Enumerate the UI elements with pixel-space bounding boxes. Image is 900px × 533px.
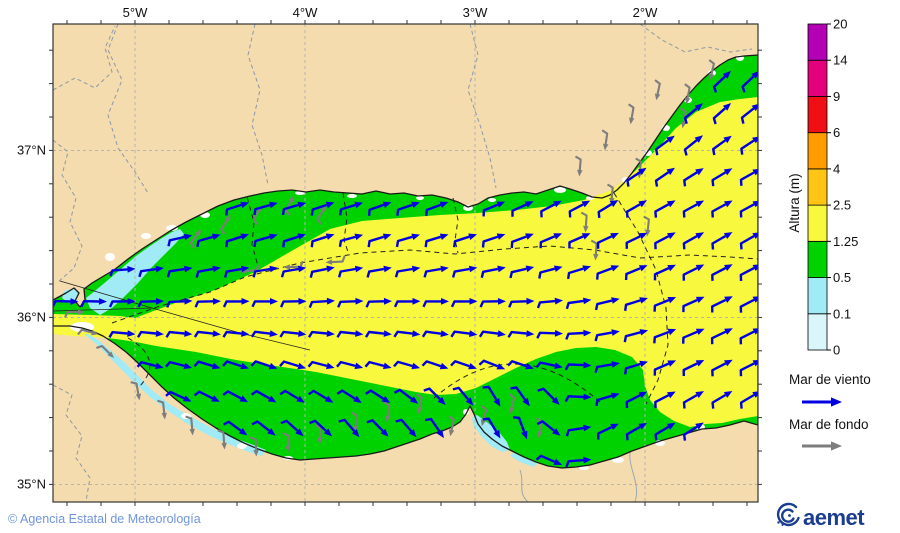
latitude-labels: 37°N 36°N 35°N xyxy=(17,143,46,492)
arrow-legend: Mar de viento Mar de fondo xyxy=(789,372,871,451)
copyright-text: © Agencia Estatal de Meteorología xyxy=(8,512,201,526)
colorbar-tick-label: 1.25 xyxy=(833,234,858,249)
colorbar-tick-label: 6 xyxy=(833,125,840,140)
graticule xyxy=(53,24,758,502)
lon-label: 2°W xyxy=(633,5,658,20)
colorbar-tick-label: 9 xyxy=(833,89,840,104)
colorbar-tick-label: 0 xyxy=(833,343,840,358)
coastline xyxy=(53,54,758,469)
lon-label: 3°W xyxy=(463,5,488,20)
colorbar-tick-label: 0.1 xyxy=(833,306,851,321)
swell-legend-label: Mar de fondo xyxy=(789,417,869,432)
colorbar-tick-label: 14 xyxy=(833,53,847,68)
aemet-logo-text: aemet xyxy=(803,505,865,530)
lat-label: 35°N xyxy=(17,477,46,492)
swell-legend-arrow xyxy=(802,441,842,451)
wind-legend-label: Mar de viento xyxy=(789,372,871,387)
wind-legend-arrow xyxy=(802,397,842,407)
aemet-logo-swirl xyxy=(776,502,800,527)
map-frame xyxy=(52,23,759,503)
colorbar-tick-label: 4 xyxy=(833,161,840,176)
colorbar: 0 0.1 0.5 1.25 2.5 4 6 9 14 20 xyxy=(807,17,858,358)
wind-wave-arrows xyxy=(53,70,758,468)
lat-label: 37°N xyxy=(17,143,46,158)
lon-label: 4°W xyxy=(293,5,318,20)
colorbar-tick-label: 20 xyxy=(833,17,847,32)
axis-ticks xyxy=(49,20,762,506)
lon-label: 5°W xyxy=(123,5,148,20)
admin-borders xyxy=(53,24,753,502)
colorbar-title: Altura (m) xyxy=(787,173,802,232)
longitude-labels: 5°W 4°W 3°W 2°W xyxy=(123,5,658,20)
colorbar-tick-label: 0.5 xyxy=(833,270,851,285)
lat-label: 36°N xyxy=(17,310,46,325)
aemet-logo: aemet xyxy=(776,502,866,530)
swell-arrows xyxy=(64,59,715,457)
colorbar-tick-label: 2.5 xyxy=(833,198,851,213)
